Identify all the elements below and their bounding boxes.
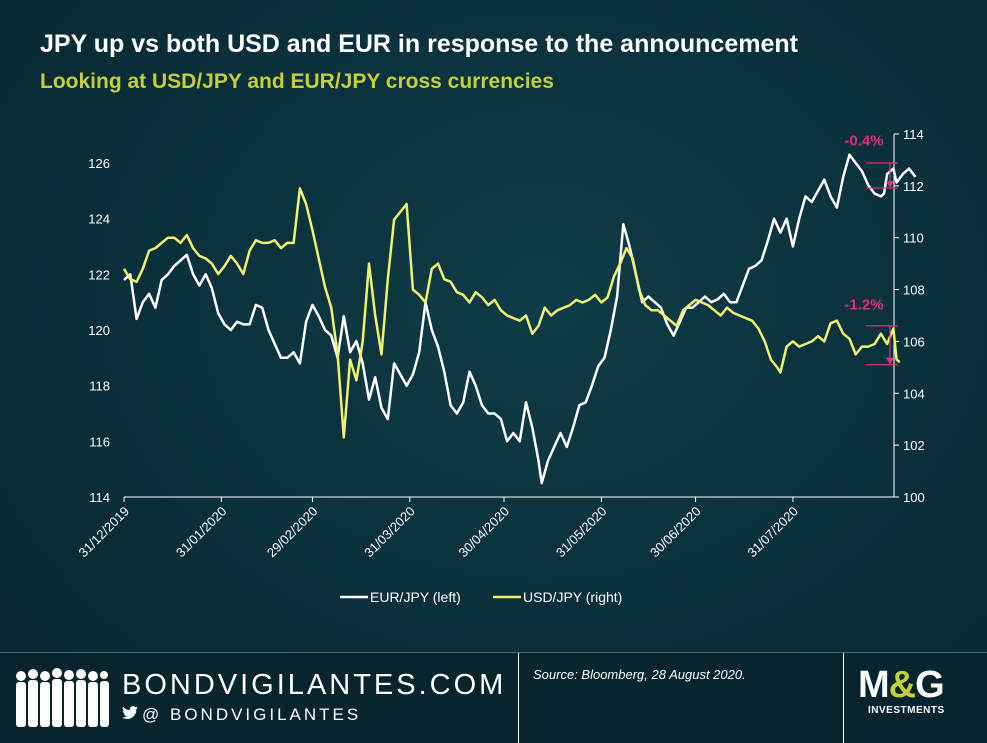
logo-ampersand: & [888, 664, 916, 706]
left-axis-tick-label: 120 [88, 323, 110, 338]
x-axis-tick-label: 31/07/2020 [744, 504, 801, 561]
left-axis-tick-label: 124 [88, 212, 110, 227]
footer-divider-left [518, 653, 519, 743]
source-note: Source: Bloomberg, 28 August 2020. [533, 667, 746, 682]
x-axis-tick-label: 31/05/2020 [553, 504, 610, 561]
eur-jpy-series-line [123, 153, 917, 485]
x-axis-tick-label: 31/01/2020 [173, 504, 230, 561]
right-axis-tick-label: 110 [903, 231, 924, 246]
left-axis-tick-label: 118 [89, 379, 110, 394]
usd-annotation-arrow-head [886, 357, 894, 365]
chart-subtitle: Looking at USD/JPY and EUR/JPY cross cur… [40, 70, 554, 93]
chart-title: JPY up vs both USD and EUR in response t… [40, 30, 798, 58]
left-axis-tick-label: 126 [88, 156, 110, 171]
right-axis-tick-label: 102 [903, 438, 925, 453]
right-axis-tick-label: 100 [903, 490, 925, 505]
right-axis-tick-label: 114 [903, 127, 924, 142]
right-axis-tick-label: 112 [903, 179, 924, 194]
twitter-bird-icon [122, 705, 138, 725]
legend-eur-jpy-label: EUR/JPY (left) [370, 589, 461, 605]
x-axis-tick-label: 29/02/2020 [264, 504, 321, 561]
footer: BONDVIGILANTES.COM @ BONDVIGILANTES Sour… [0, 652, 987, 743]
logo-letter-g: G [915, 664, 945, 706]
usd-jpy-series-line [122, 187, 901, 439]
line-chart: 114 116 118 120 122 124 126 100 102 104 106 108 110 1… [75, 127, 925, 605]
x-axis-tick-label: 31/12/2019 [75, 504, 132, 561]
logo-letter-m: M [858, 664, 890, 706]
legend-usd-jpy-label: USD/JPY (right) [523, 589, 622, 605]
twitter-handle: @ BONDVIGILANTES [122, 705, 361, 725]
left-axis-tick-label: 114 [89, 490, 110, 505]
logo-subtitle: INVESTMENTS [868, 705, 945, 716]
x-axis-tick-label: 30/06/2020 [647, 504, 704, 561]
footer-divider-right [843, 653, 844, 743]
people-silhouettes-icon [16, 668, 109, 727]
usd-annotation-label: -1.2% [844, 296, 883, 313]
handle-text: @ BONDVIGILANTES [142, 705, 362, 724]
right-axis-tick-label: 106 [903, 334, 925, 349]
left-axis-tick-label: 116 [89, 434, 110, 449]
eur-annotation-label: -0.4% [844, 132, 883, 149]
brand-name: BONDVIGILANTES.COM [122, 669, 507, 701]
right-axis-tick-label: 104 [903, 386, 925, 401]
mg-investments-logo: M&G INVESTMENTS [858, 665, 978, 716]
x-axis-tick-label: 31/03/2020 [361, 504, 418, 561]
right-axis-tick-label: 108 [903, 283, 925, 298]
x-axis-tick-label: 30/04/2020 [455, 504, 512, 561]
eur-annotation-arrow-head [886, 181, 894, 189]
left-axis-tick-label: 122 [88, 267, 110, 282]
